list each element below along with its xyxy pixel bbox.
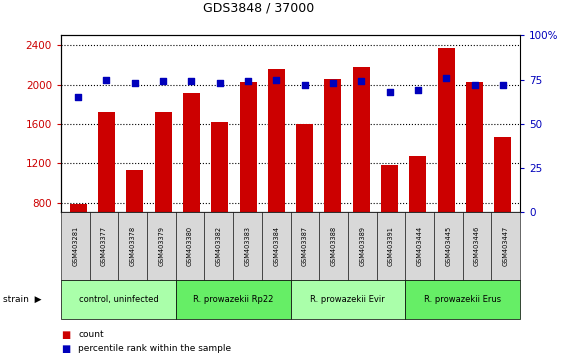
Bar xyxy=(296,124,313,281)
Text: GSM403380: GSM403380 xyxy=(187,226,193,266)
Text: GSM403281: GSM403281 xyxy=(73,226,78,266)
Point xyxy=(243,79,253,84)
Text: GSM403378: GSM403378 xyxy=(130,226,136,266)
Point xyxy=(385,89,394,95)
Point xyxy=(102,77,111,82)
Point xyxy=(215,80,224,86)
Point xyxy=(130,80,139,86)
Text: GSM403445: GSM403445 xyxy=(445,226,451,266)
Point xyxy=(498,82,508,88)
Text: R. prowazekii Erus: R. prowazekii Erus xyxy=(424,295,501,304)
Point xyxy=(470,82,479,88)
Text: GSM403389: GSM403389 xyxy=(359,226,365,266)
Text: R. prowazekii Rp22: R. prowazekii Rp22 xyxy=(193,295,273,304)
Point xyxy=(357,79,366,84)
Text: ■: ■ xyxy=(61,330,70,339)
Text: GDS3848 / 37000: GDS3848 / 37000 xyxy=(203,1,314,14)
Point xyxy=(442,75,451,81)
Text: R. prowazekii Evir: R. prowazekii Evir xyxy=(310,295,385,304)
Text: percentile rank within the sample: percentile rank within the sample xyxy=(78,344,232,353)
Bar xyxy=(381,165,398,281)
Text: GSM403382: GSM403382 xyxy=(216,226,222,266)
Bar xyxy=(353,67,370,281)
Point xyxy=(328,80,338,86)
Text: strain  ▶: strain ▶ xyxy=(3,295,41,304)
Text: GSM403388: GSM403388 xyxy=(331,226,336,266)
Bar xyxy=(239,82,256,281)
Text: count: count xyxy=(78,330,104,339)
Point xyxy=(187,79,196,84)
Bar xyxy=(98,112,115,281)
Text: GSM403444: GSM403444 xyxy=(417,226,422,266)
Bar xyxy=(211,122,228,281)
Bar xyxy=(325,79,342,281)
Bar xyxy=(466,82,483,281)
Bar xyxy=(438,48,455,281)
Text: ■: ■ xyxy=(61,344,70,354)
Text: GSM403377: GSM403377 xyxy=(101,226,107,266)
Text: GSM403384: GSM403384 xyxy=(273,226,279,266)
Bar xyxy=(410,156,426,281)
Text: GSM403383: GSM403383 xyxy=(245,226,250,266)
Bar xyxy=(155,112,171,281)
Bar xyxy=(70,204,87,281)
Text: GSM403387: GSM403387 xyxy=(302,226,308,266)
Point xyxy=(73,95,83,100)
Text: GSM403447: GSM403447 xyxy=(503,226,508,266)
Point xyxy=(272,77,281,82)
Point xyxy=(300,82,309,88)
Bar xyxy=(183,93,200,281)
Text: GSM403391: GSM403391 xyxy=(388,226,394,266)
Text: GSM403379: GSM403379 xyxy=(159,226,164,266)
Text: GSM403446: GSM403446 xyxy=(474,226,480,266)
Point xyxy=(413,87,422,93)
Bar xyxy=(126,170,143,281)
Point xyxy=(159,79,168,84)
Text: control, uninfected: control, uninfected xyxy=(78,295,158,304)
Bar xyxy=(494,137,511,281)
Bar xyxy=(268,69,285,281)
